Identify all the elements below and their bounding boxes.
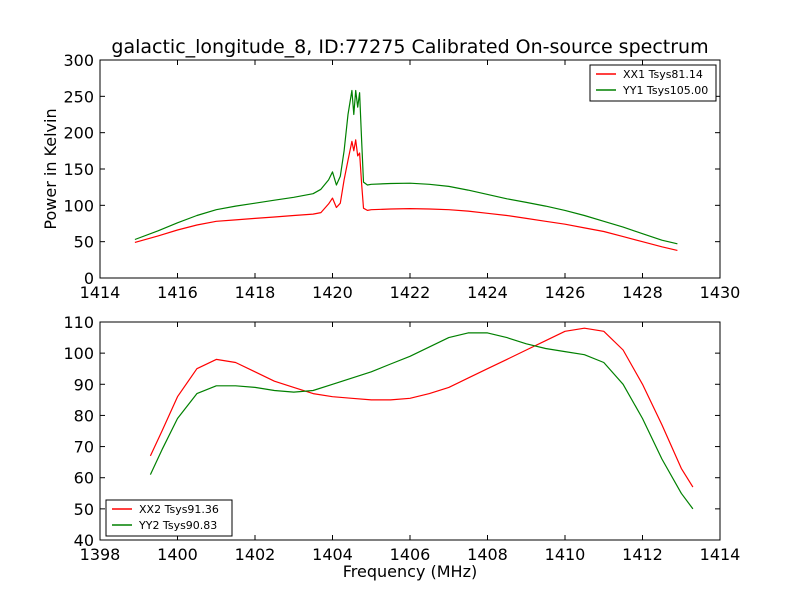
legend: XX2 Tsys91.36 YY2 Tsys90.83 (105, 499, 233, 537)
series-line-1 (134, 139, 678, 251)
x-tick-label: 1414 (80, 283, 121, 302)
legend-box (589, 64, 717, 102)
legend-label-1: XX2 Tsys91.36 (139, 503, 219, 516)
y-tick-label: 300 (63, 51, 94, 70)
x-tick-label: 1428 (622, 283, 663, 302)
x-tick-label: 1430 (700, 283, 741, 302)
y-tick-label: 0 (84, 269, 94, 288)
x-tick-label: 1414 (700, 545, 741, 564)
y-tick-label: 90 (74, 375, 94, 394)
y-tick-label: 100 (63, 196, 94, 215)
figure-title: galactic_longitude_8, ID:77275 Calibrate… (111, 36, 708, 58)
y-tick-label: 150 (63, 160, 94, 179)
legend-label-2: YY1 Tsys105.00 (622, 84, 708, 97)
x-tick-label: 1404 (312, 545, 353, 564)
x-tick-label: 1412 (622, 545, 663, 564)
x-tick-label: 1402 (235, 545, 276, 564)
x-tick-label: 1400 (157, 545, 198, 564)
legend: XX1 Tsys81.14 YY1 Tsys105.00 (589, 64, 717, 102)
x-tick-label: 1416 (157, 283, 198, 302)
y-tick-label: 250 (63, 87, 94, 106)
x-tick-label: 1408 (467, 545, 508, 564)
series-line-2 (134, 89, 678, 245)
x-tick-label: 1410 (545, 545, 586, 564)
y-tick-label: 50 (74, 233, 94, 252)
series-line-1 (149, 327, 694, 488)
chart-panels: 1414 1416 1418 1420 1422 1424 1426 1428 14300501… (41, 51, 740, 581)
y-tick-label: 80 (74, 406, 94, 425)
x-tick-label: 1420 (312, 283, 353, 302)
y-tick-label: 40 (74, 531, 94, 550)
x-tick-label: 1424 (467, 283, 508, 302)
x-tick-label: 1398 (80, 545, 121, 564)
y-tick-label: 110 (63, 313, 94, 332)
series-line-2 (149, 332, 694, 510)
y-tick-label: 70 (74, 438, 94, 457)
x-tick-label: 1418 (235, 283, 276, 302)
y-tick-label: 200 (63, 124, 94, 143)
y-tick-label: 60 (74, 469, 94, 488)
legend-box (105, 499, 233, 537)
legend-label-1: XX1 Tsys81.14 (623, 68, 703, 81)
y-axis-label: Power in Kelvin (41, 108, 60, 229)
y-tick-label: 100 (63, 344, 94, 363)
legend-label-2: YY2 Tsys90.83 (138, 519, 217, 532)
x-axis-label: Frequency (MHz) (343, 562, 477, 581)
x-tick-label: 1422 (390, 283, 431, 302)
chart-panel-2: 1398 1400 1402 1404 1406 1408 1410 1412 1414 40 50… (63, 313, 740, 581)
x-tick-label: 1406 (390, 545, 431, 564)
y-tick-label: 50 (74, 500, 94, 519)
chart-panel-1: 1414 1416 1418 1420 1422 1424 1426 1428 1430 0 50 1… (41, 51, 740, 302)
x-tick-label: 1426 (545, 283, 586, 302)
